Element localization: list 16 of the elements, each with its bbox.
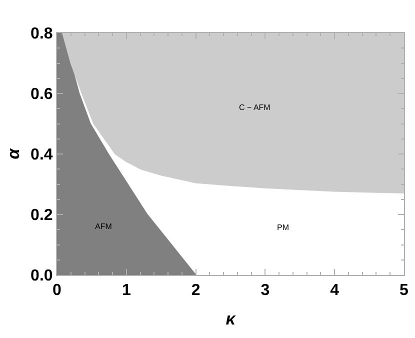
y-tick-label: 0.8 — [30, 26, 53, 43]
x-tick-label: 3 — [260, 282, 270, 300]
x-tick-label: 1 — [122, 282, 131, 300]
x-tick-label: 0 — [52, 282, 62, 300]
x-tick-label: 2 — [191, 282, 200, 300]
y-tick-label: 0.0 — [30, 268, 53, 285]
x-axis-title: κ — [226, 310, 237, 329]
y-tick-label: 0.4 — [30, 146, 53, 164]
x-tick-label: 4 — [330, 282, 340, 300]
y-tick-label: 0.6 — [30, 86, 53, 104]
y-tick-label: 0.2 — [30, 207, 53, 224]
annotation: C − AFM — [239, 103, 271, 112]
annotation: PM — [277, 223, 290, 232]
annotation: AFM — [95, 222, 112, 231]
x-tick-label: 5 — [400, 282, 409, 300]
y-axis-title: α — [4, 147, 24, 160]
